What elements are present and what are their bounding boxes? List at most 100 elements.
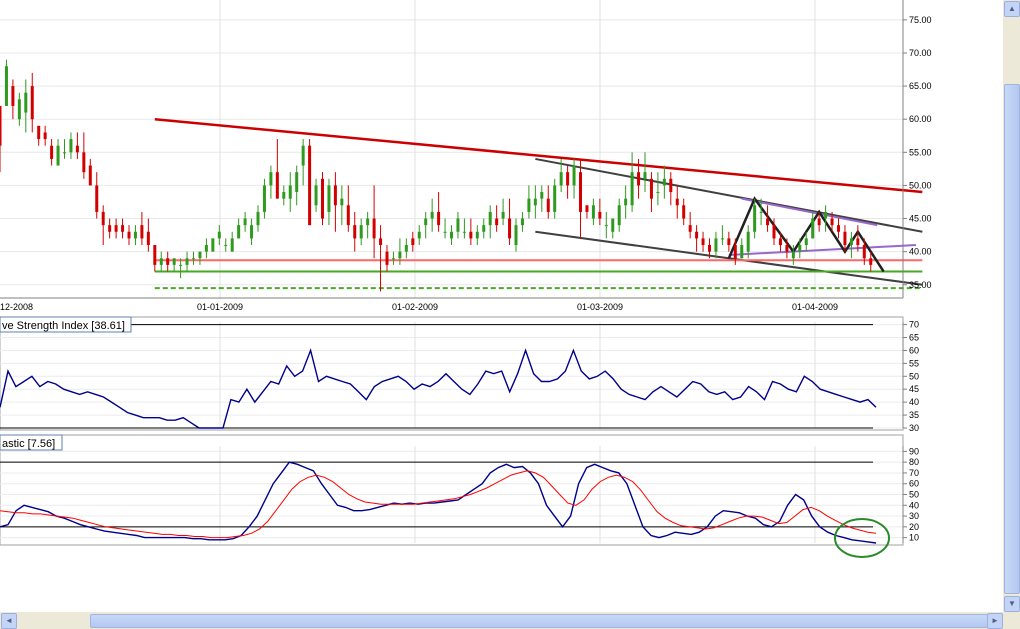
candle-body [462,231,466,233]
trendline [741,197,878,227]
trendline [154,117,923,194]
candle-body [4,66,8,106]
candle-body [69,139,73,153]
candle-body [443,231,447,233]
stochastic-title: astic [7.56] [2,438,55,450]
candle-body [224,245,228,247]
rsi-title-box [0,316,132,333]
candle-body [520,218,524,226]
stochastic-tick-label: 60 [909,479,919,489]
scroll-down-button[interactable]: ▼ [1004,596,1020,612]
candle-body [682,205,686,219]
candle-body [275,172,279,199]
horizontal-scrollbar[interactable]: ◄ ► [0,612,1003,629]
stochastic-tick-label: 70 [909,468,919,478]
candle-body [133,231,137,239]
candle-body [798,245,802,252]
candle-body [192,258,195,260]
candle-body [791,251,795,259]
scroll-left-button[interactable]: ◄ [1,613,17,629]
chart-svg: 75.00 70.00 65.00 60.00 55.00 50.00 45.00 40.00… [0,0,932,558]
stochastic-tick-label: 90 [909,446,919,456]
horizontal-scroll-thumb[interactable] [90,614,988,628]
candle-body [301,145,305,166]
price-tick-label: 75.00 [909,15,932,25]
candle-body [88,165,92,186]
candle-body [740,245,744,259]
candle-body [572,165,576,186]
candle-body [778,238,782,246]
candle-body [282,192,286,199]
candle-body [346,205,350,226]
scroll-right-button[interactable]: ► [987,613,1003,629]
candle-body [508,218,512,239]
candle-body [108,225,112,232]
candle-body [869,258,873,265]
price-tick-label: 50.00 [909,180,932,190]
date-tick-label: 12-2008 [0,302,33,312]
price-tick-label: 55.00 [909,147,932,157]
scroll-up-button[interactable]: ▲ [1004,1,1020,17]
candle-body [50,145,54,159]
candle-body [643,172,647,179]
date-axis: 12-2008 01-01-2009 01-02-2009 01-03-2009 01-… [0,297,903,312]
price-y-axis: 75.00 70.00 65.00 60.00 55.00 50.00 45.00 40.00… [902,0,932,298]
candle-body [662,178,666,186]
candle-body [482,225,486,232]
candle-body [733,245,737,259]
candle-body [269,172,273,186]
price-grid [0,0,903,298]
candle-body [321,178,324,219]
candle-body [746,231,750,252]
candle-body [695,231,699,239]
candle-body [514,225,518,246]
candle-body [598,211,602,219]
candle-body [243,218,247,226]
price-tick-label: 60.00 [909,114,932,124]
candle-body [637,172,641,186]
candle-body [488,211,492,226]
rsi-tick-label: 55 [909,358,919,368]
candle-body [450,231,453,239]
candle-body [198,251,202,259]
vertical-scrollbar[interactable]: ▲ ▼ [1003,0,1020,612]
candle-body [437,211,441,226]
candle-body [617,205,621,226]
candle-body [566,172,570,186]
candle-body [546,198,550,212]
candle-body [121,225,125,232]
price-panel: 75.00 70.00 65.00 60.00 55.00 50.00 45.00 40.00… [0,0,932,312]
candle-body [469,231,473,239]
candle-body [179,264,183,266]
candle-body [140,225,144,239]
candle-body [456,218,460,232]
candle-body [766,218,770,226]
candle-body [804,238,808,246]
trendline [728,244,916,256]
candle-body [185,258,189,265]
candle-body [688,225,692,232]
candle-body [250,225,254,239]
candle-body [759,211,763,213]
vertical-scroll-thumb[interactable] [1004,84,1020,594]
candle-body [424,218,428,226]
candle-body [398,251,402,259]
rsi-tick-label: 35 [909,410,919,420]
candle-body [82,152,86,173]
candle-body [656,192,660,194]
scrollbar-corner [1003,612,1020,629]
candle-body [166,258,170,265]
candle-body [211,238,215,252]
stochastic-series-line [0,461,877,544]
candle-body [262,185,266,212]
candle-body [475,231,479,239]
candle-body [0,105,2,146]
rsi-title: ve Strength Index [38.61] [2,320,125,332]
candle-body [811,218,815,239]
candle-body [340,198,344,206]
candle-body [727,238,731,246]
candle-body [237,225,241,239]
candle-body [295,172,299,193]
